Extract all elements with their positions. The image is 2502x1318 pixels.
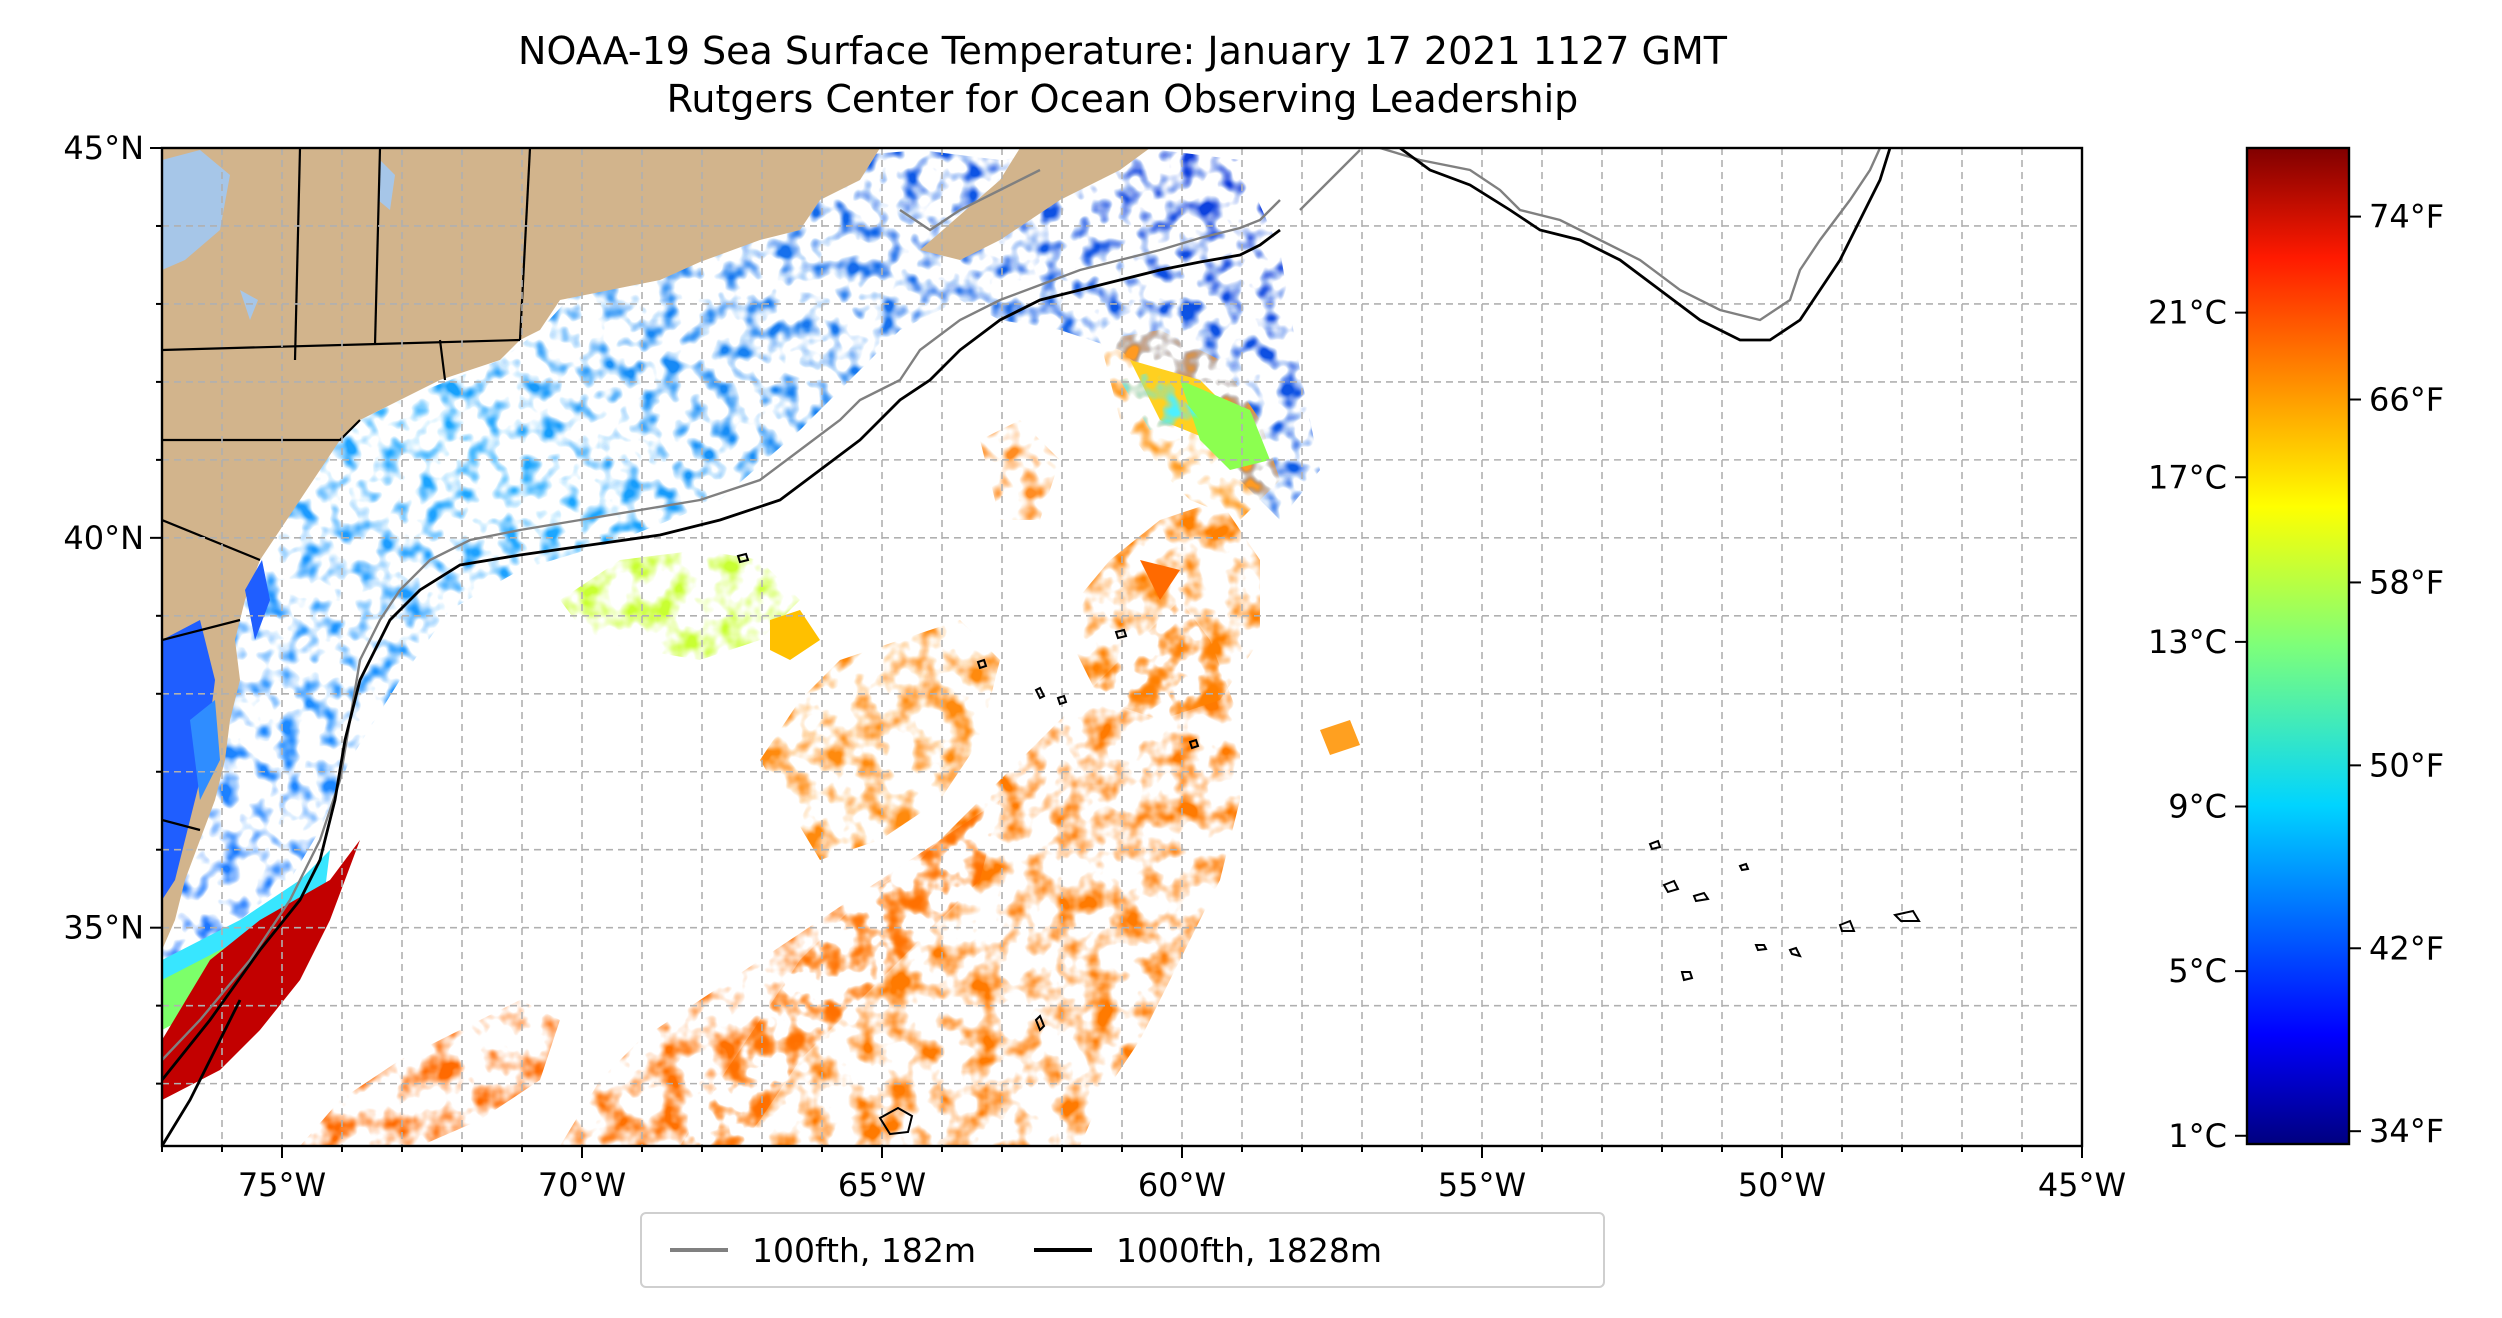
legend-label-1000fth: 1000fth, 1828m bbox=[1116, 1230, 1382, 1270]
map-title: NOAA-19 Sea Surface Temperature: January… bbox=[518, 29, 1727, 73]
colorbar-right-label: 58°F bbox=[2369, 563, 2444, 601]
x-axis: 75°W 70°W 65°W 60°W 55°W 50°W 45°W bbox=[161, 1146, 2126, 1204]
x-tick-label: 45°W bbox=[2038, 1166, 2126, 1204]
colorbar-left-label: 21°C bbox=[2148, 294, 2227, 332]
seamounts bbox=[736, 552, 1921, 1136]
y-axis: 35°N 40°N 45°N bbox=[63, 129, 162, 1085]
colorbar-left-label: 13°C bbox=[2148, 623, 2227, 661]
contour-100fth bbox=[162, 148, 1882, 1061]
x-tick-label: 75°W bbox=[238, 1166, 326, 1204]
colorbar-left-label: 17°C bbox=[2148, 458, 2227, 496]
map-subtitle: Rutgers Center for Ocean Observing Leade… bbox=[666, 77, 1579, 121]
colorbar-right-label: 50°F bbox=[2369, 746, 2444, 784]
land-north-america bbox=[162, 148, 880, 950]
x-tick-label: 65°W bbox=[838, 1166, 926, 1204]
legend-label-100fth: 100fth, 182m bbox=[752, 1230, 976, 1270]
y-tick-label: 35°N bbox=[63, 909, 144, 947]
colorbar-left-label: 5°C bbox=[2168, 952, 2227, 990]
colorbar-celsius-axis: 1°C 5°C 9°C 13°C 17°C 21°C bbox=[2148, 294, 2247, 1155]
colorbar-right-label: 34°F bbox=[2369, 1112, 2444, 1150]
colorbar-fahrenheit-axis: 34°F 42°F 50°F 58°F 66°F 74°F bbox=[2349, 198, 2444, 1150]
x-tick-label: 70°W bbox=[538, 1166, 626, 1204]
map-area bbox=[162, 148, 2082, 1146]
colorbar-right-label: 74°F bbox=[2369, 198, 2444, 236]
legend-item-1000fth: 1000fth, 1828m bbox=[1034, 1231, 1382, 1270]
gridlines bbox=[162, 148, 2082, 1146]
land-sounds-bays bbox=[162, 560, 270, 900]
x-tick-label: 50°W bbox=[1738, 1166, 1826, 1204]
x-tick-label: 60°W bbox=[1138, 1166, 1226, 1204]
x-tick-label: 55°W bbox=[1438, 1166, 1526, 1204]
legend-line-gray bbox=[670, 1248, 728, 1252]
colorbar bbox=[2245, 146, 2351, 1146]
colorbar-right-label: 66°F bbox=[2369, 381, 2444, 419]
legend-item-100fth: 100fth, 182m bbox=[670, 1231, 976, 1270]
land-nova-scotia bbox=[920, 148, 1150, 260]
colorbar-right-label: 42°F bbox=[2369, 929, 2444, 967]
legend: 100fth, 182m 1000fth, 1828m bbox=[640, 1212, 1605, 1288]
y-tick-label: 40°N bbox=[63, 519, 144, 557]
y-tick-label: 45°N bbox=[63, 129, 144, 167]
sst-gulf-stream bbox=[162, 330, 1360, 1146]
contour-1000fth bbox=[162, 148, 1892, 1146]
lakes bbox=[162, 150, 395, 320]
legend-line-black bbox=[1034, 1248, 1092, 1252]
colorbar-left-label: 9°C bbox=[2168, 788, 2227, 826]
colorbar-left-label: 1°C bbox=[2168, 1117, 2227, 1155]
